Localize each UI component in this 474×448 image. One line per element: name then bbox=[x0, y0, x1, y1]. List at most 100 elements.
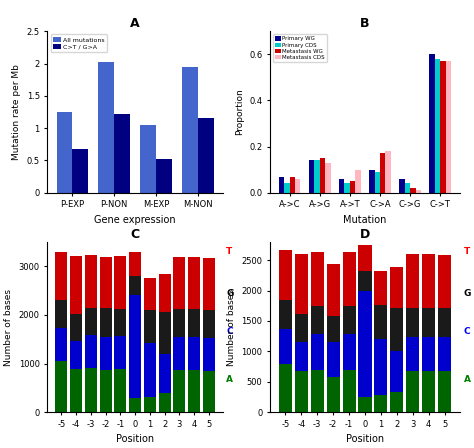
Bar bbox=[343, 306, 356, 334]
Bar bbox=[343, 252, 356, 306]
Bar bbox=[129, 397, 141, 412]
Bar bbox=[406, 371, 419, 412]
Bar bbox=[380, 154, 385, 193]
Bar bbox=[358, 291, 372, 397]
Bar bbox=[144, 343, 156, 396]
Text: G: G bbox=[226, 289, 234, 298]
Bar bbox=[70, 314, 82, 341]
Bar bbox=[198, 118, 214, 193]
X-axis label: Mutation: Mutation bbox=[343, 215, 387, 225]
Bar bbox=[55, 252, 67, 300]
Bar bbox=[356, 170, 361, 193]
Bar bbox=[279, 363, 292, 412]
Bar bbox=[310, 334, 324, 370]
Bar bbox=[114, 255, 127, 309]
Bar bbox=[140, 125, 156, 193]
Bar bbox=[158, 312, 171, 354]
Bar bbox=[144, 396, 156, 412]
Bar bbox=[173, 337, 185, 370]
Bar bbox=[422, 371, 435, 412]
Bar bbox=[203, 258, 215, 310]
Title: A: A bbox=[130, 17, 140, 30]
Bar bbox=[158, 274, 171, 312]
Bar bbox=[358, 271, 372, 291]
Bar bbox=[295, 342, 308, 371]
Bar bbox=[405, 183, 410, 193]
Bar bbox=[70, 369, 82, 412]
Bar bbox=[339, 179, 345, 193]
Legend: All mutations, C>T / G>A: All mutations, C>T / G>A bbox=[51, 34, 107, 52]
Bar bbox=[440, 61, 446, 193]
X-axis label: Gene expression: Gene expression bbox=[94, 215, 176, 225]
Bar bbox=[369, 170, 374, 193]
Bar bbox=[406, 337, 419, 371]
Bar bbox=[438, 255, 451, 308]
Bar bbox=[173, 257, 185, 309]
Bar bbox=[295, 179, 301, 193]
Bar bbox=[284, 183, 290, 193]
Bar bbox=[325, 163, 331, 193]
Bar bbox=[406, 308, 419, 337]
Bar bbox=[399, 179, 405, 193]
Bar bbox=[422, 308, 435, 337]
Bar bbox=[343, 334, 356, 370]
Bar bbox=[374, 305, 387, 339]
Bar bbox=[173, 309, 185, 337]
Bar bbox=[55, 328, 67, 361]
Bar bbox=[129, 276, 141, 295]
Bar bbox=[438, 308, 451, 337]
X-axis label: Position: Position bbox=[346, 435, 384, 444]
Title: C: C bbox=[130, 228, 140, 241]
Bar bbox=[55, 300, 67, 328]
Bar bbox=[343, 370, 356, 412]
Bar bbox=[350, 181, 356, 193]
Text: C: C bbox=[464, 327, 470, 336]
Bar bbox=[314, 160, 320, 193]
Bar bbox=[188, 337, 200, 370]
Bar bbox=[410, 188, 416, 193]
Bar bbox=[85, 254, 97, 308]
Bar bbox=[422, 337, 435, 371]
Bar bbox=[203, 371, 215, 412]
Bar bbox=[70, 255, 82, 314]
Bar bbox=[158, 354, 171, 393]
Y-axis label: Proportion: Proportion bbox=[235, 89, 244, 135]
Bar bbox=[279, 177, 284, 193]
Bar bbox=[435, 59, 440, 193]
Bar bbox=[114, 369, 127, 412]
Bar bbox=[374, 339, 387, 395]
Bar bbox=[406, 254, 419, 308]
Bar bbox=[279, 300, 292, 329]
Text: T: T bbox=[226, 247, 233, 256]
Bar bbox=[129, 252, 141, 276]
X-axis label: Position: Position bbox=[116, 435, 154, 444]
Bar bbox=[55, 361, 67, 412]
Y-axis label: Number of bases: Number of bases bbox=[227, 289, 236, 366]
Bar bbox=[73, 149, 88, 193]
Bar bbox=[114, 309, 127, 336]
Bar bbox=[358, 397, 372, 412]
Bar bbox=[188, 257, 200, 309]
Text: A: A bbox=[226, 375, 233, 383]
Bar bbox=[310, 306, 324, 334]
Bar bbox=[158, 393, 171, 412]
Bar bbox=[100, 257, 112, 308]
Bar bbox=[144, 278, 156, 310]
Bar bbox=[385, 151, 391, 193]
Bar bbox=[56, 112, 73, 193]
Bar bbox=[429, 54, 435, 193]
Bar bbox=[390, 392, 403, 412]
Bar bbox=[327, 342, 340, 377]
Bar bbox=[290, 177, 295, 193]
Bar bbox=[144, 310, 156, 343]
Bar bbox=[310, 252, 324, 306]
Bar bbox=[203, 338, 215, 371]
Bar bbox=[279, 329, 292, 363]
Bar bbox=[98, 62, 114, 193]
Bar bbox=[390, 267, 403, 308]
Bar bbox=[438, 337, 451, 371]
Bar bbox=[345, 183, 350, 193]
Bar bbox=[446, 61, 451, 193]
Bar bbox=[374, 172, 380, 193]
Bar bbox=[374, 395, 387, 412]
